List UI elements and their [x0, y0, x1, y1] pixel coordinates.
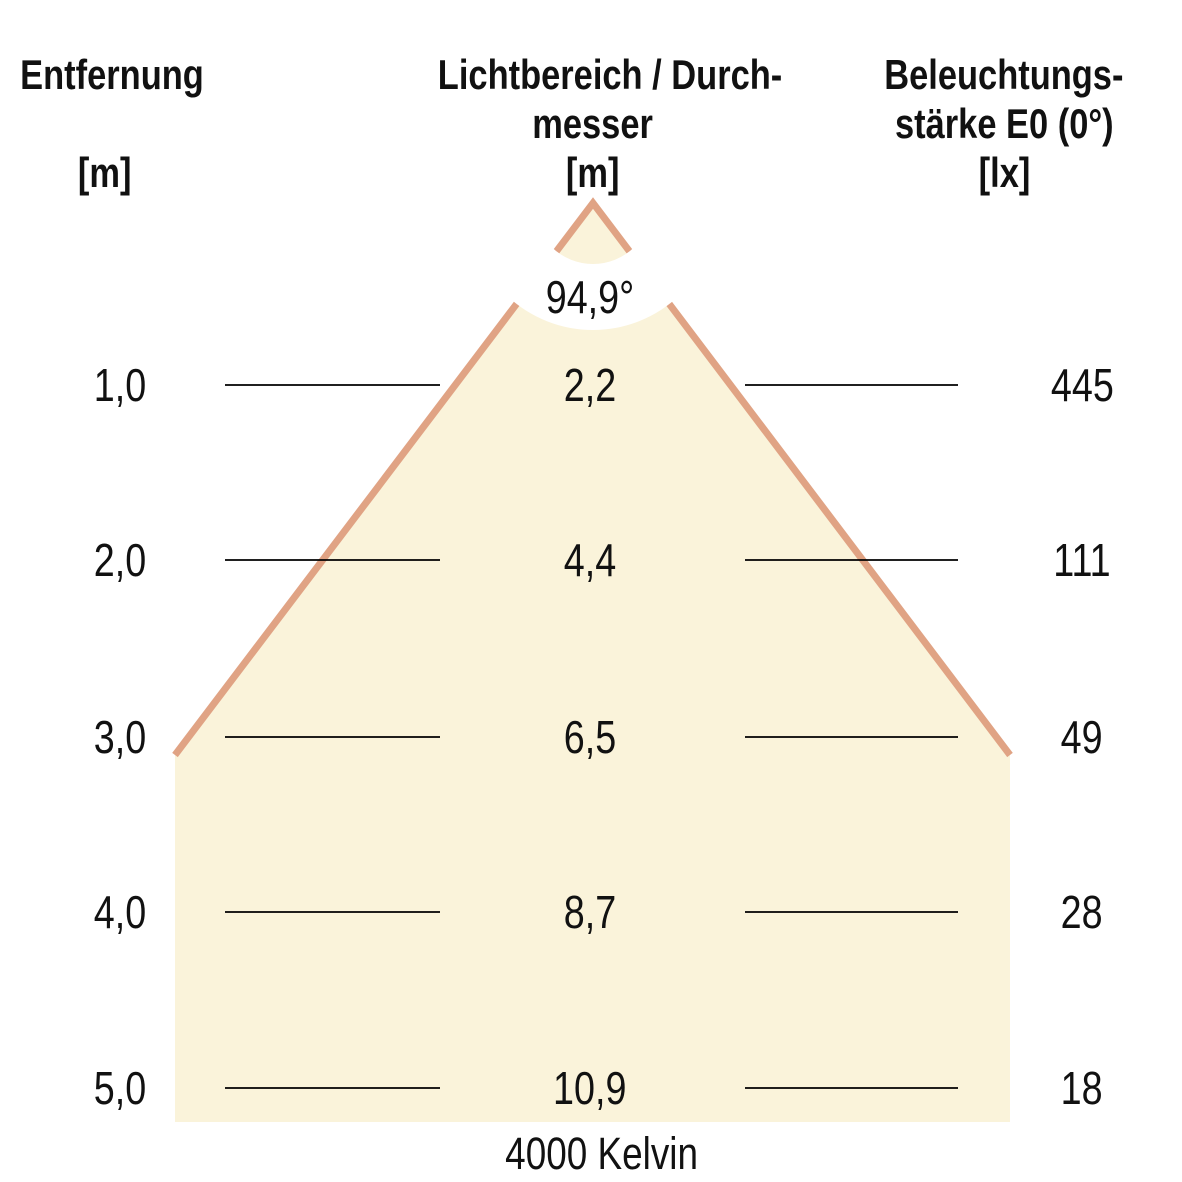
row-4-distance-m: 4,0	[93, 886, 147, 938]
header-illuminance-title-2: stärke E0 (0°)	[894, 100, 1114, 147]
row-5-distance-m: 5,0	[93, 1062, 147, 1114]
header-diameter-title-2: messer	[532, 100, 654, 147]
color-temperature-value: 4000 Kelvin	[505, 1128, 699, 1179]
header-illuminance-unit: [lx]	[978, 149, 1030, 196]
row-reference-lines	[225, 384, 958, 1089]
header-illuminance: Beleuchtungs- stärke E0 (0°) [lx]	[858, 50, 1150, 197]
color-temperature-label: 4000 Kelvin	[452, 1130, 752, 1178]
row-4-illuminance-lx: 28	[1061, 886, 1103, 938]
row-1-illuminance-lx: 445	[1050, 359, 1114, 411]
beam-angle-label: 94,9°	[470, 272, 710, 322]
row-5-illuminance-lx: 18	[1061, 1062, 1103, 1114]
header-diameter: Lichtbereich / Durch- messer [m]	[400, 50, 786, 197]
row-2-illuminance-lx: 111	[1053, 534, 1111, 586]
row-4-diameter-m: 8,7	[563, 886, 617, 938]
row-3-illuminance-lx: 49	[1061, 711, 1103, 763]
header-illuminance-title-1: Beleuchtungs-	[884, 51, 1124, 98]
header-distance-unit: [m]	[78, 149, 132, 196]
row-2-distance-m: 2,0	[93, 534, 147, 586]
row-1-distance-m: 1,0	[93, 359, 147, 411]
header-distance: Entfernung [m]	[0, 50, 210, 197]
row-3-diameter-m: 6,5	[563, 711, 617, 763]
angle-arc-band	[468, 80, 718, 330]
beam-angle-value: 94,9°	[545, 271, 635, 323]
header-diameter-unit: [m]	[566, 149, 620, 196]
row-5-diameter-m: 10,9	[553, 1062, 627, 1114]
header-diameter-title-1: Lichtbereich / Durch-	[437, 51, 783, 98]
header-distance-title: Entfernung	[20, 51, 204, 98]
cone-edge-stroke	[172, 197, 1013, 758]
row-1-diameter-m: 2,2	[563, 359, 617, 411]
cone-fill-shape	[175, 203, 1010, 1122]
row-3-distance-m: 3,0	[93, 711, 147, 763]
row-2-diameter-m: 4,4	[563, 534, 617, 586]
